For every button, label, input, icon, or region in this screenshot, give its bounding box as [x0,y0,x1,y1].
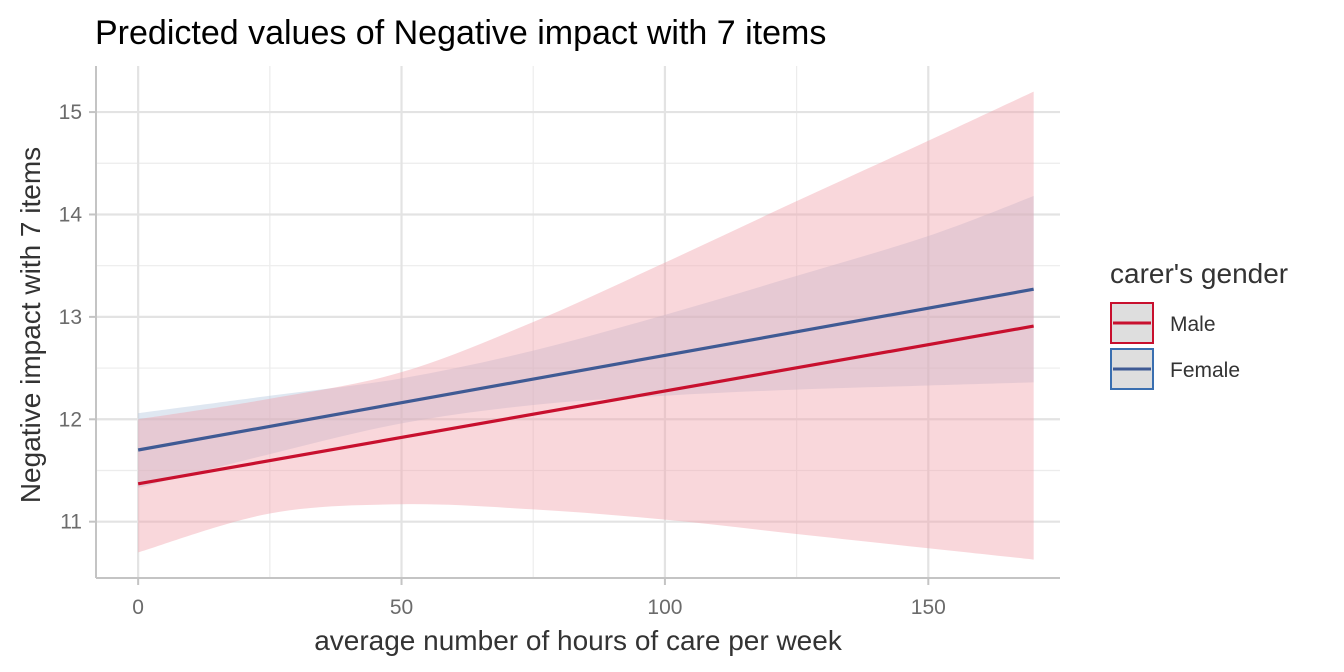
chart-title: Predicted values of Negative impact with… [95,14,826,52]
grid [96,66,1060,578]
x-axis-title: average number of hours of care per week [314,625,843,656]
legend-item-female: Female [1110,348,1240,390]
ci-band-female [138,196,1034,488]
y-tick-label: 13 [59,306,82,329]
series-line-female [137,287,1034,452]
y-tick-label: 11 [60,511,82,534]
y-tick-label: 12 [59,408,82,431]
legend-label-male: Male [1170,313,1216,336]
y-tick-label: 14 [59,203,83,226]
legend-title: carer's gender [1110,258,1288,289]
legend-item-male: Male [1110,302,1216,344]
confidence-bands [138,91,1034,560]
y-tick-label: 15 [59,101,82,124]
legend: carer's gender Male Female [1110,258,1288,390]
series-line-male [137,324,1034,486]
x-tick-label: 0 [132,596,144,619]
x-tick-label: 100 [647,596,682,619]
ticks: 0 50 100 150 11 12 13 14 15 [59,101,946,619]
x-tick-label: 150 [911,596,946,619]
x-tick-label: 50 [390,596,413,619]
legend-label-female: Female [1170,359,1240,382]
ci-band-male [138,91,1034,560]
series-lines [137,287,1034,486]
y-axis-title: Negative impact with 7 items [15,147,46,503]
